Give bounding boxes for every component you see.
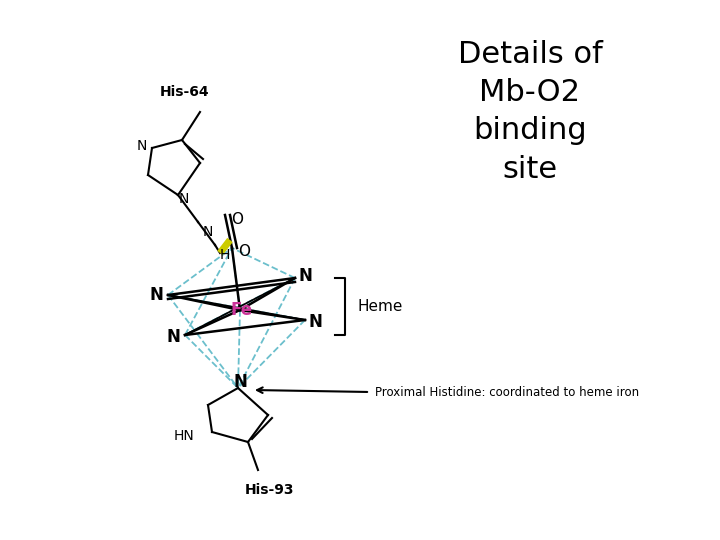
Text: Details of
Mb-O2
binding
site: Details of Mb-O2 binding site [458, 40, 603, 184]
Text: N: N [203, 225, 213, 239]
Text: N: N [149, 286, 163, 304]
Text: Fe: Fe [231, 301, 253, 319]
Text: HN: HN [174, 429, 194, 443]
Text: His-93: His-93 [246, 483, 294, 497]
Text: H: H [220, 248, 230, 262]
Text: N: N [308, 313, 322, 331]
Text: N: N [137, 139, 147, 153]
Text: O: O [238, 245, 250, 260]
Text: O: O [231, 212, 243, 226]
Text: N: N [166, 328, 180, 346]
Text: Heme: Heme [357, 299, 402, 314]
Text: His-64: His-64 [160, 85, 210, 99]
Text: Proximal Histidine: coordinated to heme iron: Proximal Histidine: coordinated to heme … [375, 386, 639, 399]
Text: N: N [298, 267, 312, 285]
Text: N: N [233, 373, 247, 391]
Text: N: N [179, 192, 189, 206]
